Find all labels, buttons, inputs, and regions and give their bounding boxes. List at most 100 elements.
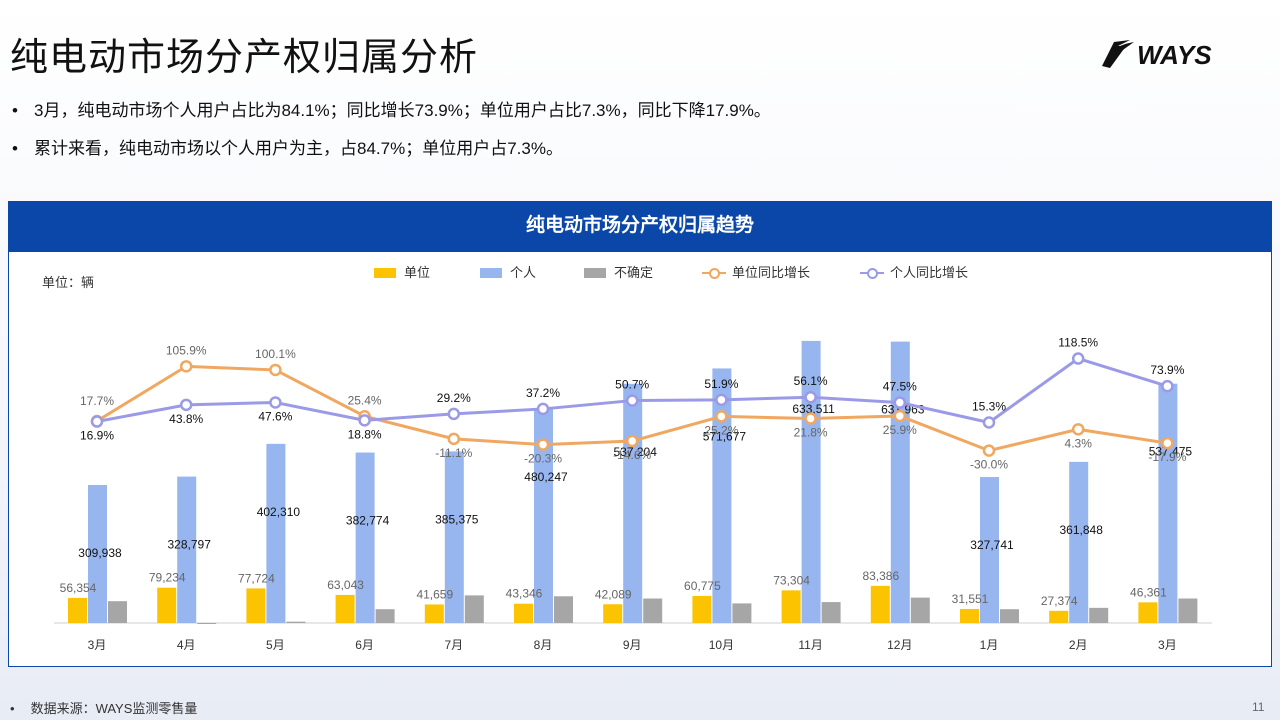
legend-swatch-personal — [480, 268, 502, 278]
page-number: 11 — [1252, 700, 1265, 714]
chart-legend: 单位 个人 不确定 单位同比增长 个人同比增长 — [0, 263, 1280, 283]
data-label-personal-yoy: 47.5% — [883, 380, 917, 394]
bar-unknown — [732, 603, 752, 623]
x-tick-label: 6月 — [355, 638, 374, 652]
data-label-unit-yoy: 100.1% — [255, 347, 296, 361]
data-label-personal: 633,511 — [792, 402, 835, 416]
bar-unit — [960, 608, 979, 623]
bar-unit — [424, 604, 444, 623]
bar-unit — [1049, 610, 1069, 623]
data-label-unit: 83,386 — [862, 569, 899, 583]
data-label-personal-yoy: 73.9% — [1150, 363, 1184, 377]
data-label-unit-yoy: -30.0% — [970, 458, 1008, 472]
data-label-unit: 73,304 — [773, 573, 810, 587]
bar-unit — [68, 597, 87, 623]
bar-unit — [781, 590, 801, 623]
data-label-personal: 537,204 — [614, 445, 658, 459]
legend-swatch-unknown — [584, 268, 606, 278]
data-label-personal: 537,475 — [1149, 445, 1193, 459]
legend-swatch-unit — [374, 268, 396, 278]
unit-yoy-point — [269, 363, 282, 377]
data-label-unit: 27,374 — [1041, 594, 1078, 608]
personal-yoy-point — [447, 407, 461, 421]
bar-unknown — [554, 596, 573, 623]
data-label-unit: 43,346 — [506, 587, 543, 601]
legend-label-unknown: 不确定 — [614, 265, 654, 280]
unit-yoy-point — [625, 434, 639, 448]
data-label-personal: 382,774 — [346, 514, 390, 528]
unit-yoy-point — [179, 360, 193, 373]
bar-unit — [603, 604, 623, 623]
data-label-unit-yoy: 21.8% — [794, 425, 828, 439]
bar-unit — [157, 587, 177, 623]
data-label-unit: 31,551 — [952, 592, 989, 606]
unit-label: 单位：辆 — [42, 275, 95, 290]
bar-personal — [355, 452, 375, 623]
data-label-personal-yoy: 56.1% — [794, 374, 828, 388]
bar-personal — [444, 451, 464, 623]
bar-unknown — [1089, 607, 1109, 623]
bar-unknown — [108, 601, 127, 623]
summary-bullets: 3月，纯电动市场个人用户占比为84.1%；同比增长73.9%；单位用户占比7.3… — [10, 92, 771, 168]
page-title: 纯电动市场分产权归属分析 — [10, 37, 479, 79]
x-tick-label: 11月 — [798, 638, 822, 652]
bar-unknown — [286, 621, 306, 623]
personal-yoy-point — [1071, 352, 1085, 365]
bar-unit — [246, 588, 266, 623]
bar-personal — [534, 409, 553, 623]
x-tick-label: 1月 — [980, 638, 999, 652]
bar-unit — [335, 594, 355, 623]
chart-title: 纯电动市场分产权归属趋势 — [9, 202, 1271, 252]
bar-unknown — [375, 609, 395, 623]
unit-yoy-point — [715, 410, 728, 423]
personal-yoy-point — [90, 415, 104, 428]
data-label-unit-yoy: 25.9% — [883, 423, 917, 437]
data-label-personal-yoy: 18.8% — [348, 427, 382, 441]
data-label-unit-yoy: 4.3% — [1065, 436, 1093, 450]
data-label-unit-yoy: -14.6% — [613, 448, 651, 462]
personal-yoy-point — [804, 390, 817, 404]
data-label-unit: 46,361 — [1130, 585, 1167, 599]
bar-unknown — [1178, 598, 1198, 623]
data-label-personal-yoy: 29.2% — [437, 391, 471, 405]
bar-personal — [980, 477, 999, 623]
x-tick-label: 12月 — [887, 638, 912, 652]
personal-yoy-point — [269, 396, 282, 409]
unit-yoy-point — [536, 438, 550, 451]
legend-label-personal: 个人 — [510, 265, 537, 280]
data-label-personal: 480,247 — [524, 470, 568, 484]
bar-unit — [692, 595, 712, 623]
personal-yoy-point — [179, 398, 193, 412]
personal-yoy-point — [893, 396, 907, 409]
bar-unknown — [910, 597, 930, 623]
data-label-personal-yoy: 43.8% — [169, 412, 203, 426]
personal-yoy-point — [982, 416, 996, 429]
data-label-unit: 79,234 — [149, 571, 186, 585]
data-label-unit-yoy: 17.7% — [80, 394, 114, 408]
data-label-unit: 42,089 — [595, 587, 632, 601]
bar-unit — [1138, 602, 1158, 623]
personal-yoy-point — [536, 402, 550, 416]
ways-logo-icon — [1102, 40, 1134, 68]
legend-marker-personal-yoy — [867, 268, 878, 279]
data-label-personal-yoy: 47.6% — [258, 409, 292, 423]
bar-unknown — [197, 623, 217, 624]
x-tick-label: 7月 — [444, 638, 463, 652]
x-tick-label: 8月 — [534, 638, 553, 652]
bar-personal — [1069, 461, 1089, 623]
bar-unknown — [643, 598, 663, 623]
legend-marker-unit-yoy — [709, 268, 720, 279]
data-label-unit: 56,354 — [60, 581, 97, 595]
bar-personal — [266, 443, 286, 623]
data-label-unit: 77,724 — [238, 571, 275, 585]
bar-personal — [177, 476, 197, 623]
data-label-personal: 385,375 — [435, 512, 479, 526]
data-label-unit-yoy: 25.2% — [704, 423, 738, 437]
x-tick-label: 4月 — [177, 638, 196, 652]
data-label-unit-yoy: 105.9% — [166, 343, 207, 357]
unit-yoy-point — [804, 412, 817, 425]
x-tick-label: 9月 — [623, 638, 642, 652]
bullet-item: 累计来看，纯电动市场以个人用户为主，占84.7%；单位用户占7.3%。 — [10, 130, 771, 168]
data-label-personal: 571,677 — [703, 429, 747, 443]
